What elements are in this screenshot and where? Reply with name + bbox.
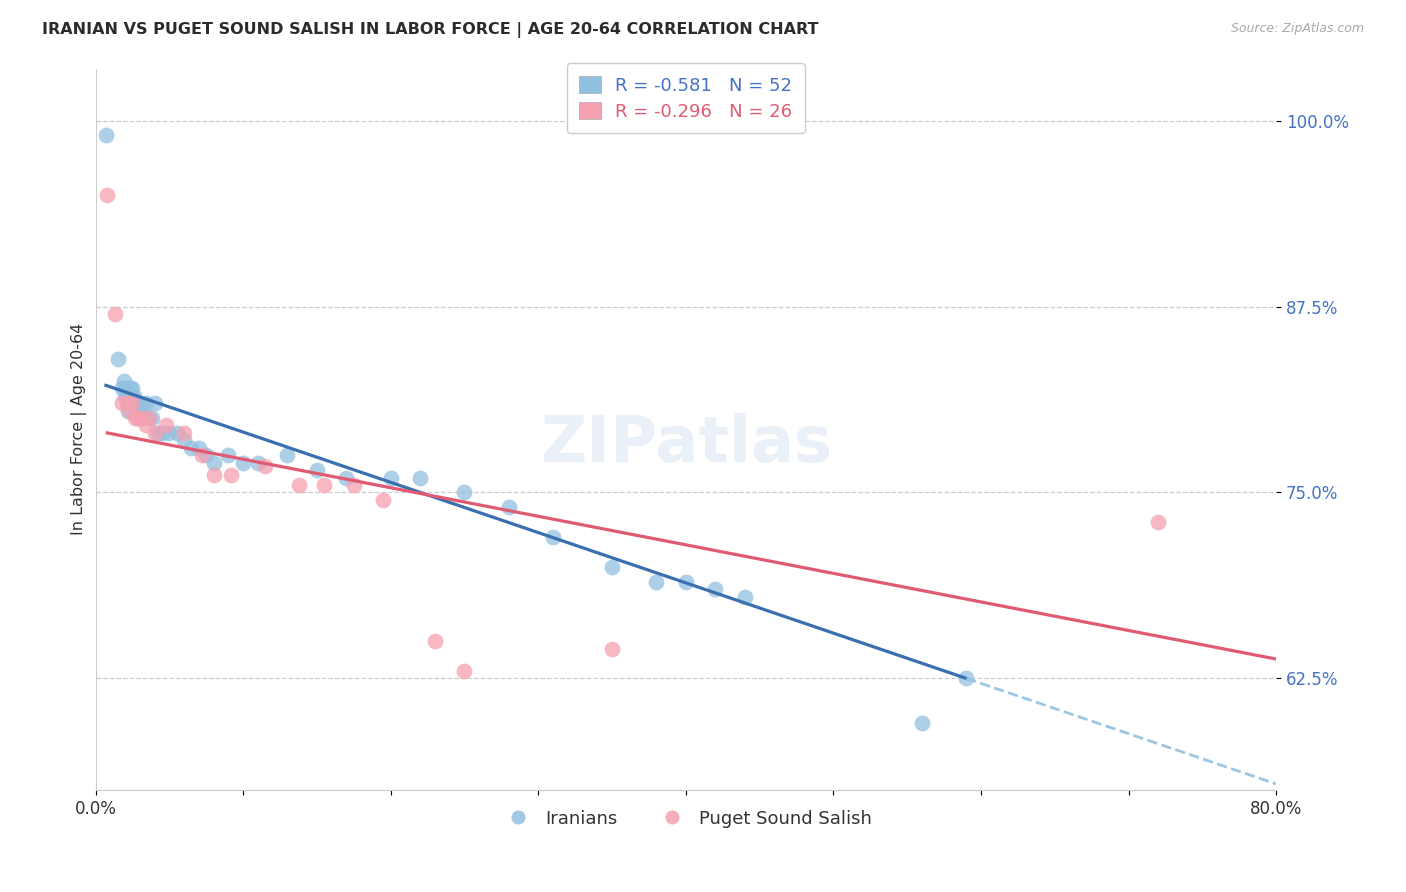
Point xyxy=(131,411,153,425)
Point xyxy=(96,188,118,202)
Point xyxy=(143,396,166,410)
Point xyxy=(373,492,395,507)
Point xyxy=(409,470,432,484)
Point xyxy=(335,470,357,484)
Point xyxy=(146,425,169,440)
Point xyxy=(600,559,623,574)
Point xyxy=(955,671,977,685)
Point xyxy=(131,411,153,425)
Point xyxy=(254,458,277,473)
Point xyxy=(114,389,136,403)
Point xyxy=(191,448,214,462)
Point xyxy=(107,351,129,366)
Point xyxy=(180,441,202,455)
Point xyxy=(111,381,134,395)
Point xyxy=(202,456,225,470)
Point xyxy=(121,389,143,403)
Point xyxy=(232,456,254,470)
Point xyxy=(121,381,143,395)
Point xyxy=(118,403,141,417)
Y-axis label: In Labor Force | Age 20-64: In Labor Force | Age 20-64 xyxy=(72,323,87,535)
Point xyxy=(111,396,134,410)
Point xyxy=(380,470,402,484)
Point xyxy=(124,396,146,410)
Text: Source: ZipAtlas.com: Source: ZipAtlas.com xyxy=(1230,22,1364,36)
Point xyxy=(173,425,195,440)
Point xyxy=(115,389,138,403)
Point xyxy=(117,403,139,417)
Text: ZIPatlas: ZIPatlas xyxy=(540,413,832,475)
Point xyxy=(217,448,239,462)
Point xyxy=(173,434,195,448)
Point xyxy=(911,716,934,731)
Point xyxy=(202,467,225,482)
Point xyxy=(127,411,149,425)
Point xyxy=(246,456,269,470)
Point xyxy=(114,381,136,395)
Point xyxy=(704,582,727,596)
Point xyxy=(734,590,756,604)
Point xyxy=(135,396,157,410)
Point xyxy=(118,381,141,395)
Point xyxy=(117,396,139,410)
Point xyxy=(166,425,188,440)
Point xyxy=(645,574,668,589)
Point xyxy=(1147,515,1170,529)
Point xyxy=(157,425,180,440)
Point xyxy=(132,403,155,417)
Point xyxy=(276,448,298,462)
Point xyxy=(423,634,446,648)
Point xyxy=(127,411,149,425)
Point xyxy=(453,664,475,678)
Point xyxy=(600,641,623,656)
Point xyxy=(221,467,243,482)
Text: IRANIAN VS PUGET SOUND SALISH IN LABOR FORCE | AGE 20-64 CORRELATION CHART: IRANIAN VS PUGET SOUND SALISH IN LABOR F… xyxy=(42,22,818,38)
Point xyxy=(143,425,166,440)
Point xyxy=(115,396,138,410)
Point xyxy=(104,307,127,321)
Point xyxy=(498,500,520,515)
Point xyxy=(125,403,148,417)
Point xyxy=(124,411,146,425)
Point xyxy=(155,418,177,433)
Point xyxy=(314,478,336,492)
Point xyxy=(138,411,160,425)
Point xyxy=(288,478,311,492)
Legend: Iranians, Puget Sound Salish: Iranians, Puget Sound Salish xyxy=(494,803,879,835)
Point xyxy=(141,411,163,425)
Point xyxy=(453,485,475,500)
Point xyxy=(122,389,145,403)
Point xyxy=(187,441,209,455)
Point xyxy=(121,396,143,410)
Point xyxy=(94,128,117,143)
Point xyxy=(135,418,157,433)
Point xyxy=(128,396,150,410)
Point xyxy=(150,425,173,440)
Point xyxy=(675,574,697,589)
Point xyxy=(122,396,145,410)
Point xyxy=(305,463,328,477)
Point xyxy=(112,374,135,388)
Point xyxy=(120,389,142,403)
Point xyxy=(541,530,564,544)
Point xyxy=(343,478,366,492)
Point xyxy=(138,411,160,425)
Point xyxy=(195,448,218,462)
